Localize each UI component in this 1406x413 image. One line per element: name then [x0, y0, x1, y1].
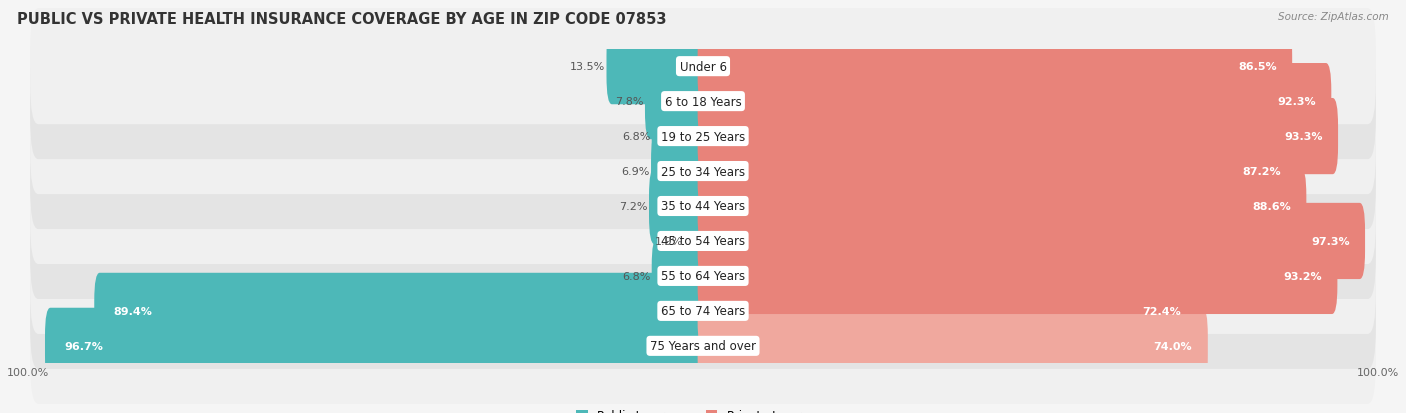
FancyBboxPatch shape: [652, 238, 709, 314]
FancyBboxPatch shape: [30, 218, 1376, 334]
Text: Source: ZipAtlas.com: Source: ZipAtlas.com: [1278, 12, 1389, 22]
Text: 92.3%: 92.3%: [1277, 97, 1316, 107]
FancyBboxPatch shape: [30, 9, 1376, 125]
FancyBboxPatch shape: [651, 134, 709, 210]
Text: 74.0%: 74.0%: [1154, 341, 1192, 351]
Text: 6.8%: 6.8%: [621, 132, 651, 142]
Text: 45 to 54 Years: 45 to 54 Years: [661, 235, 745, 248]
Text: 97.3%: 97.3%: [1310, 236, 1350, 247]
Text: 88.6%: 88.6%: [1253, 202, 1291, 211]
Text: Under 6: Under 6: [679, 61, 727, 74]
FancyBboxPatch shape: [697, 238, 1337, 314]
Text: 55 to 64 Years: 55 to 64 Years: [661, 270, 745, 283]
FancyBboxPatch shape: [685, 203, 709, 279]
FancyBboxPatch shape: [652, 99, 709, 175]
FancyBboxPatch shape: [30, 183, 1376, 299]
FancyBboxPatch shape: [697, 29, 1292, 105]
Text: 6.8%: 6.8%: [621, 271, 651, 281]
FancyBboxPatch shape: [30, 114, 1376, 230]
Text: 93.3%: 93.3%: [1284, 132, 1323, 142]
Text: 1.9%: 1.9%: [655, 236, 683, 247]
Text: 7.8%: 7.8%: [614, 97, 644, 107]
FancyBboxPatch shape: [697, 64, 1331, 140]
FancyBboxPatch shape: [30, 253, 1376, 369]
FancyBboxPatch shape: [650, 169, 709, 244]
Text: 65 to 74 Years: 65 to 74 Years: [661, 305, 745, 318]
FancyBboxPatch shape: [30, 288, 1376, 404]
Text: PUBLIC VS PRIVATE HEALTH INSURANCE COVERAGE BY AGE IN ZIP CODE 07853: PUBLIC VS PRIVATE HEALTH INSURANCE COVER…: [17, 12, 666, 27]
Text: 35 to 44 Years: 35 to 44 Years: [661, 200, 745, 213]
Text: 25 to 34 Years: 25 to 34 Years: [661, 165, 745, 178]
Text: 13.5%: 13.5%: [569, 62, 605, 72]
FancyBboxPatch shape: [697, 169, 1306, 244]
Text: 6.9%: 6.9%: [621, 166, 650, 177]
Text: 72.4%: 72.4%: [1143, 306, 1181, 316]
FancyBboxPatch shape: [606, 29, 709, 105]
Text: 75 Years and over: 75 Years and over: [650, 339, 756, 352]
FancyBboxPatch shape: [645, 64, 709, 140]
FancyBboxPatch shape: [30, 79, 1376, 195]
FancyBboxPatch shape: [94, 273, 709, 349]
Text: 93.2%: 93.2%: [1284, 271, 1322, 281]
FancyBboxPatch shape: [697, 203, 1365, 279]
Legend: Public Insurance, Private Insurance: Public Insurance, Private Insurance: [571, 404, 835, 413]
FancyBboxPatch shape: [697, 308, 1208, 384]
FancyBboxPatch shape: [697, 273, 1197, 349]
Text: 7.2%: 7.2%: [619, 202, 648, 211]
Text: 19 to 25 Years: 19 to 25 Years: [661, 130, 745, 143]
FancyBboxPatch shape: [45, 308, 709, 384]
FancyBboxPatch shape: [30, 149, 1376, 264]
FancyBboxPatch shape: [30, 44, 1376, 160]
Text: 6 to 18 Years: 6 to 18 Years: [665, 95, 741, 108]
FancyBboxPatch shape: [697, 134, 1296, 210]
Text: 96.7%: 96.7%: [63, 341, 103, 351]
Text: 89.4%: 89.4%: [112, 306, 152, 316]
Text: 86.5%: 86.5%: [1239, 62, 1277, 72]
Text: 87.2%: 87.2%: [1243, 166, 1281, 177]
FancyBboxPatch shape: [697, 99, 1339, 175]
